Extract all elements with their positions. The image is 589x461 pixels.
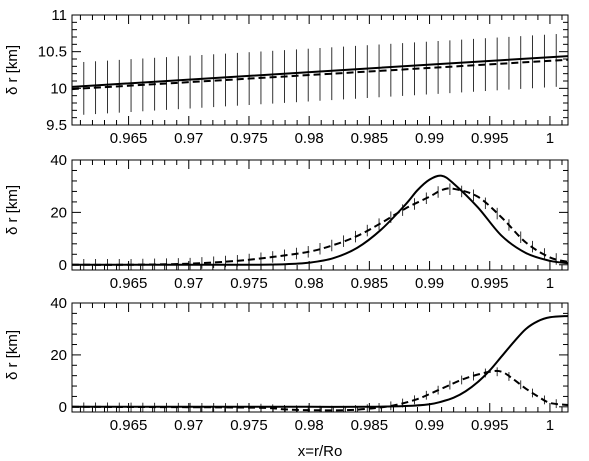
x-tick-label: 0.97	[174, 417, 203, 434]
x-tick-label: 0.99	[415, 417, 444, 434]
x-tick-label: 0.965	[110, 275, 148, 292]
plot-area: 0.965 0.97 0.975 0.98 0.985 0.99 0.995 1 0 20 40	[50, 295, 569, 434]
series-solid-line	[72, 174, 568, 266]
y-axis-label: δ r [km]	[4, 330, 21, 380]
plot-frame	[71, 14, 569, 126]
x-tick-label: 0.975	[230, 130, 268, 147]
data-layer	[72, 314, 568, 412]
x-tick-label: 0.99	[415, 130, 444, 147]
plot-area: 0.965 0.97 0.975 0.98 0.985 0.99 0.995 1 9.5 10 10…	[38, 7, 569, 147]
y-tick-label: 0	[59, 257, 67, 274]
x-tick-label: 0.995	[471, 275, 509, 292]
x-tick-label: 0.985	[351, 130, 389, 147]
series-dashed-line	[72, 58, 568, 91]
panel-middle: 0.965 0.97 0.975 0.98 0.985 0.99 0.995 1 0 20 40 δ…	[4, 152, 569, 292]
y-axis-label: δ r [km]	[4, 45, 21, 95]
data-layer	[72, 174, 568, 270]
series-solid-line	[72, 314, 568, 408]
x-tick-label: 0.995	[471, 130, 509, 147]
y-tick-label: 40	[50, 152, 67, 169]
x-tick-label: 1	[546, 417, 554, 434]
x-tick-label: 0.98	[295, 275, 324, 292]
y-tick-label: 40	[50, 295, 67, 312]
x-tick-label: 0.97	[174, 130, 203, 147]
series-dashed-line	[72, 369, 568, 412]
x-tick-label: 0.965	[110, 130, 148, 147]
series-dashed-line	[72, 187, 568, 266]
y-tick-label: 10.5	[38, 44, 67, 61]
y-axis-label: δ r [km]	[4, 185, 21, 235]
y-tick-label: 20	[50, 204, 67, 221]
data-layer	[72, 33, 568, 116]
plot-frame	[71, 302, 569, 413]
x-tick-label: 0.975	[230, 417, 268, 434]
x-tick-label: 0.965	[110, 417, 148, 434]
plot-area: 0.965 0.97 0.975 0.98 0.985 0.99 0.995 1 0 20 40	[50, 152, 569, 292]
x-tick-label: 0.975	[230, 275, 268, 292]
series-solid-line	[72, 55, 568, 88]
y-tick-label: 0	[59, 399, 67, 416]
plot-frame	[71, 159, 569, 271]
x-tick-label: 1	[546, 130, 554, 147]
y-tick-label: 11	[51, 7, 67, 24]
y-tick-label: 9.5	[46, 117, 67, 134]
panel-bottom: 0.965 0.97 0.975 0.98 0.985 0.99 0.995 1 0 20 40 δ…	[4, 295, 569, 460]
x-tick-label: 0.97	[174, 275, 203, 292]
x-axis-label: x=r/Ro	[298, 443, 343, 460]
y-tick-label: 10	[50, 80, 67, 97]
x-tick-label: 0.98	[295, 130, 324, 147]
x-tick-label: 0.985	[351, 417, 389, 434]
x-tick-label: 0.99	[415, 275, 444, 292]
x-tick-label: 0.995	[471, 417, 509, 434]
y-tick-label: 20	[50, 347, 67, 364]
x-tick-label: 1	[546, 275, 554, 292]
x-tick-label: 0.98	[295, 417, 324, 434]
panel-top: 0.965 0.97 0.975 0.98 0.985 0.99 0.995 1 9.5 10 10…	[4, 7, 569, 147]
x-tick-label: 0.985	[351, 275, 389, 292]
